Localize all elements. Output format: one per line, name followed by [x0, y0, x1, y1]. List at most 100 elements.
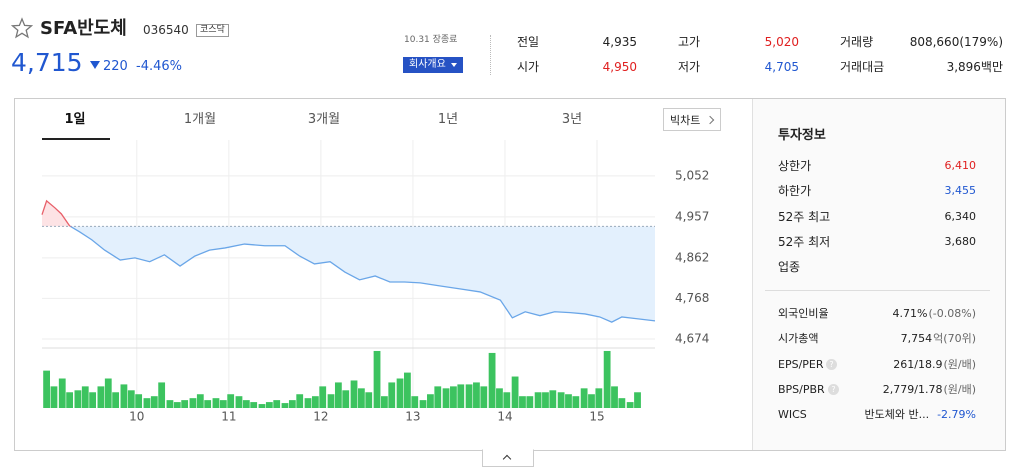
volume-bar	[480, 386, 488, 408]
period-tab[interactable]: 1년	[437, 112, 459, 127]
quote-value: 3,896백만	[946, 60, 1003, 74]
star-icon[interactable]	[11, 17, 33, 39]
quote-label: 전일	[517, 35, 540, 49]
quote-value: 5,020	[764, 35, 799, 49]
volume-bar	[120, 384, 128, 408]
quote-value: 4,950	[602, 60, 637, 74]
volume-bar	[104, 378, 112, 408]
info-value: 6,340	[944, 209, 977, 223]
dropdown-caret	[451, 63, 457, 67]
x-tick-label: 13	[405, 410, 420, 424]
volume-bar	[311, 396, 319, 408]
volume-bar	[404, 372, 411, 408]
quote-label: 거래량	[840, 35, 874, 49]
tab-underline	[42, 138, 110, 140]
volume-bar	[603, 350, 611, 408]
volume-bar	[112, 392, 120, 408]
volume-bar	[258, 404, 266, 408]
x-tick-label: 15	[589, 410, 604, 424]
info-label: BPS/PBR	[778, 382, 825, 396]
info-value: 3,680	[944, 234, 977, 248]
x-tick-label: 14	[497, 410, 512, 424]
period-tab[interactable]: 1개월	[183, 112, 217, 127]
volume-bar	[319, 386, 327, 408]
y-tick-label: 4,862	[675, 250, 709, 264]
info-label: 외국인비율	[778, 307, 829, 320]
stock-code: 036540	[143, 23, 189, 37]
info-value: 7,754	[900, 332, 933, 346]
volume-bar	[74, 390, 82, 408]
separator	[490, 35, 491, 75]
volume-bar	[611, 386, 618, 408]
volume-bar	[334, 382, 342, 408]
volume-bar	[296, 394, 304, 408]
collapse-button[interactable]	[482, 449, 534, 467]
volume-bar	[150, 396, 158, 408]
volume-bar	[227, 394, 235, 408]
volume-bar	[457, 384, 465, 408]
volume-bar	[373, 350, 381, 408]
volume-bar	[450, 386, 457, 408]
quote-label: 저가	[678, 60, 701, 74]
info-label: WICS	[778, 408, 807, 422]
info-value: 261/18.9	[893, 357, 943, 371]
volume-bar	[158, 382, 166, 408]
price-change: 220	[103, 59, 128, 74]
y-tick-label: 4,674	[675, 331, 709, 345]
x-tick-label: 12	[313, 410, 328, 424]
quote-label: 거래대금	[840, 60, 885, 74]
volume-bar	[265, 402, 273, 408]
volume-bar	[127, 390, 135, 408]
period-tab[interactable]: 3년	[561, 112, 583, 127]
change-percent: -4.46%	[136, 59, 182, 74]
current-price: 4,715	[11, 48, 83, 77]
volume-bar	[419, 400, 427, 408]
volume-bar	[212, 398, 220, 408]
volume-bar	[526, 396, 534, 408]
volume-bar	[549, 390, 557, 408]
stock-name: SFA반도체	[40, 18, 127, 39]
chevron-up	[502, 454, 512, 464]
volume-bar	[411, 396, 419, 408]
volume-bar	[434, 386, 442, 408]
volume-bar	[242, 400, 250, 408]
price-line-down	[69, 226, 656, 323]
info-extra: (원/배)	[943, 357, 976, 371]
volume-bar	[50, 386, 58, 408]
info-extra: (원/배)	[943, 382, 976, 396]
info-extra: -2.79%	[937, 408, 976, 422]
volume-bar	[427, 394, 434, 408]
volume-bar	[143, 398, 151, 408]
volume-bar	[189, 398, 197, 408]
volume-bar	[396, 378, 404, 408]
area-down	[70, 226, 655, 323]
info-label: EPS/PER	[778, 357, 824, 371]
volume-bar	[135, 394, 143, 408]
quote-label: 고가	[678, 35, 701, 49]
period-tab[interactable]: 3개월	[307, 112, 341, 127]
info-label: 하한가	[778, 184, 812, 199]
volume-bar	[565, 394, 572, 408]
volume-bar	[273, 400, 281, 408]
info-panel	[752, 99, 1005, 450]
volume-bar	[196, 394, 204, 408]
period-tab[interactable]: 1일	[64, 112, 86, 127]
info-value: 2,779/1.78	[882, 382, 943, 396]
info-label: 상한가	[778, 159, 812, 173]
chevron	[705, 115, 715, 125]
info-divider	[765, 290, 990, 291]
volume-bar	[580, 388, 588, 408]
volume-bar	[618, 398, 626, 408]
info-value: 3,455	[944, 184, 977, 198]
company-button[interactable]: 회사개요	[403, 57, 463, 73]
info-title: 투자정보	[778, 128, 826, 143]
volume-bar	[166, 400, 174, 408]
y-tick-label: 4,957	[675, 209, 709, 223]
big-chart-button[interactable]: 빅차트	[663, 108, 721, 131]
volume-bar	[250, 402, 258, 408]
volume-bar	[595, 388, 603, 408]
volume-bar	[519, 396, 526, 408]
volume-bar	[43, 370, 51, 408]
volume-bar	[288, 400, 296, 408]
